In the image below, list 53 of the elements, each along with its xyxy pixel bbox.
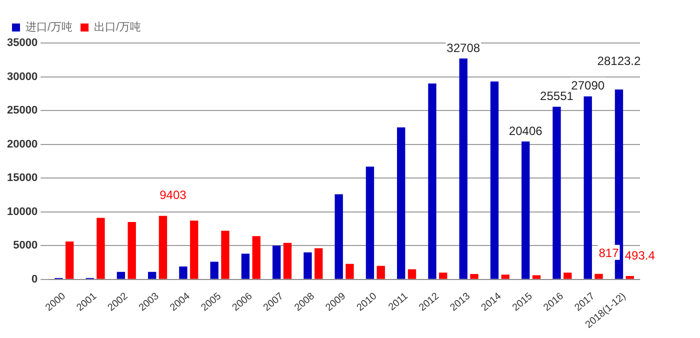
y-tick-label: 10000 bbox=[6, 206, 38, 218]
bar bbox=[408, 269, 416, 279]
y-tick-label: 35000 bbox=[6, 37, 38, 50]
bar bbox=[397, 127, 406, 279]
bar bbox=[179, 266, 188, 279]
bar bbox=[532, 275, 541, 279]
y-tick-label: 0 bbox=[31, 273, 38, 286]
y-tick-label: 20000 bbox=[6, 138, 38, 150]
y-tick-label: 15000 bbox=[6, 172, 38, 184]
legend-label: 出口/万吨 bbox=[94, 20, 142, 34]
bar bbox=[501, 274, 510, 279]
bar bbox=[116, 272, 126, 279]
y-tick-label: 25000 bbox=[6, 104, 38, 117]
bar bbox=[439, 272, 448, 279]
bar bbox=[283, 242, 292, 279]
data-label: 9403 bbox=[160, 188, 187, 202]
legend-label: 进口/万吨 bbox=[26, 20, 73, 34]
bar bbox=[210, 262, 218, 279]
bar bbox=[594, 274, 603, 279]
bar bbox=[252, 236, 260, 279]
bar bbox=[334, 194, 343, 279]
data-label: 27090 bbox=[571, 78, 605, 93]
bar bbox=[272, 246, 281, 279]
bar bbox=[158, 216, 168, 279]
bar bbox=[376, 266, 385, 279]
bar bbox=[522, 142, 530, 279]
data-label: 20406 bbox=[508, 124, 543, 138]
data-label: 817 bbox=[598, 246, 620, 260]
bar bbox=[346, 264, 354, 279]
bar bbox=[241, 254, 250, 279]
bar bbox=[128, 222, 136, 279]
data-label: 28123.2 bbox=[597, 54, 641, 68]
bar bbox=[459, 58, 468, 279]
bar bbox=[428, 84, 436, 279]
data-label: 32708 bbox=[446, 40, 480, 55]
y-tick-label: 30000 bbox=[6, 70, 38, 83]
bar bbox=[490, 81, 499, 279]
bar bbox=[304, 252, 312, 279]
y-tick-label: 5000 bbox=[13, 240, 38, 252]
bar bbox=[470, 274, 478, 279]
bar bbox=[626, 276, 634, 279]
bar bbox=[564, 272, 572, 279]
bar bbox=[66, 242, 74, 279]
data-label: 493.4 bbox=[624, 248, 656, 262]
bar bbox=[148, 272, 156, 279]
bar bbox=[366, 166, 374, 279]
bar bbox=[584, 96, 592, 279]
bar bbox=[221, 230, 230, 279]
bar bbox=[314, 248, 323, 279]
bar bbox=[552, 106, 561, 279]
data-label: 25551 bbox=[540, 89, 574, 104]
bar bbox=[190, 220, 198, 279]
bar bbox=[96, 218, 105, 279]
